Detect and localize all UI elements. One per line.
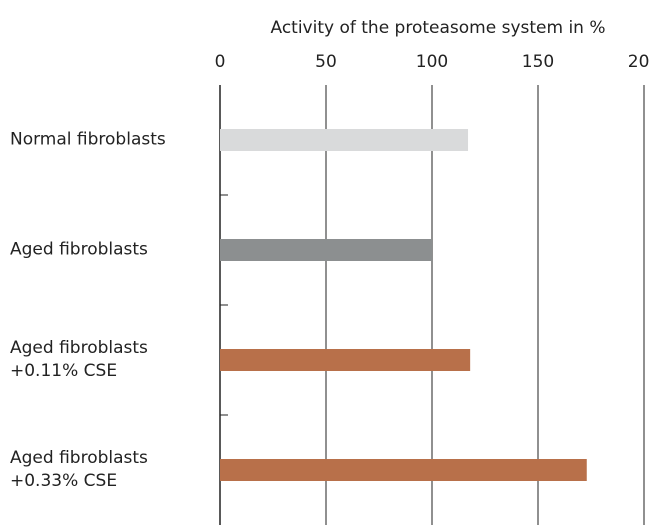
- x-tick-label: 50: [315, 52, 337, 72]
- bar: [220, 349, 471, 371]
- x-axis-label: Activity of the proteasome system in %: [270, 18, 605, 38]
- bar: [220, 239, 432, 261]
- x-tick-label: 200: [628, 52, 650, 72]
- x-tick-label: 0: [215, 52, 226, 72]
- x-tick-label: 150: [522, 52, 554, 72]
- bar: [220, 129, 469, 151]
- bar: [220, 459, 587, 481]
- category-label: Aged fibroblasts +0.33% CSE: [10, 448, 148, 491]
- category-label: Aged fibroblasts: [10, 239, 148, 260]
- x-tick-label: 100: [416, 52, 448, 72]
- category-label: Normal fibroblasts: [10, 129, 166, 150]
- category-label: Aged fibroblasts +0.11% CSE: [10, 338, 148, 381]
